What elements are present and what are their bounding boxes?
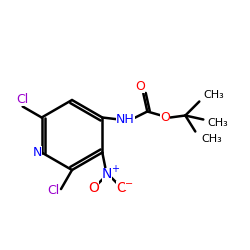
Text: O: O [135, 80, 145, 93]
Text: O: O [116, 180, 127, 194]
Text: N: N [33, 146, 42, 159]
Text: −: − [125, 180, 133, 190]
Text: O: O [88, 180, 99, 194]
Text: N: N [102, 168, 113, 181]
Text: CH₃: CH₃ [201, 134, 222, 144]
Text: +: + [111, 164, 119, 173]
Text: NH: NH [116, 113, 135, 126]
Text: O: O [160, 111, 170, 124]
Text: CH₃: CH₃ [207, 118, 228, 128]
Text: CH₃: CH₃ [203, 90, 224, 101]
Text: Cl: Cl [16, 93, 29, 106]
Text: Cl: Cl [47, 184, 59, 196]
